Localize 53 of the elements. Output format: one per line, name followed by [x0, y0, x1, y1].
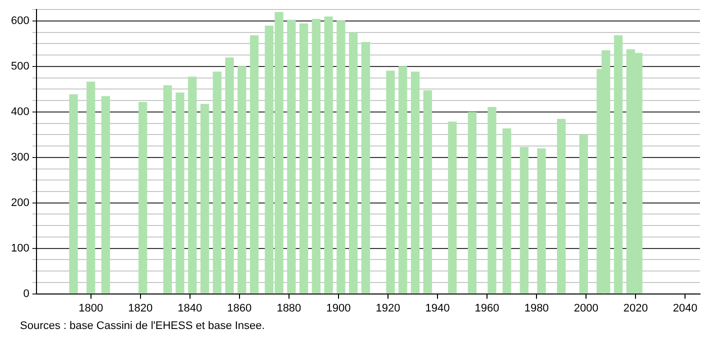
bar [138, 102, 148, 294]
bar [101, 96, 110, 294]
bar [502, 128, 512, 294]
bar [188, 76, 197, 294]
bar [336, 20, 346, 294]
y-tick-label: 0 [23, 288, 30, 300]
bar [250, 35, 259, 294]
y-tick-label: 100 [10, 242, 30, 254]
x-tick-label: 1900 [326, 302, 351, 314]
bar [614, 35, 623, 294]
bar [163, 85, 172, 294]
y-tick-label: 300 [10, 151, 30, 164]
x-tick-label: 1920 [376, 302, 400, 314]
x-tick-label: 1820 [128, 302, 153, 314]
y-tick-label: 600 [10, 15, 30, 27]
x-tick-label: 1800 [78, 302, 104, 314]
x-tick-label: 1960 [474, 302, 500, 314]
x-tick-label: 2000 [574, 302, 598, 314]
bar [287, 20, 296, 294]
bar [448, 122, 457, 294]
bar [238, 66, 246, 294]
bar [212, 72, 222, 294]
bar [468, 112, 477, 294]
x-tick-label: 2020 [623, 302, 648, 314]
x-tick-label: 1840 [178, 302, 202, 314]
bar [361, 42, 370, 294]
bar [520, 147, 529, 294]
bar [299, 23, 308, 294]
bar [537, 148, 546, 294]
bar [69, 94, 78, 294]
bar [200, 104, 210, 294]
bar [176, 92, 184, 294]
bar [410, 72, 420, 294]
y-tick-label: 400 [10, 106, 30, 118]
bar [423, 90, 432, 294]
bar [225, 57, 234, 294]
bar [579, 134, 588, 294]
x-tick-label: 1860 [227, 302, 252, 314]
source-note: Sources : base Cassini de l'EHESS et base Insee. [20, 320, 265, 332]
x-tick-label: 1940 [425, 302, 450, 314]
x-tick-label: 1880 [276, 302, 302, 314]
bar [86, 82, 96, 294]
x-tick-label: 1980 [524, 302, 549, 314]
bar [488, 107, 496, 294]
y-tick-label: 200 [10, 196, 30, 209]
bar [556, 118, 566, 294]
x-tick-label: 2040 [672, 302, 698, 314]
bar [324, 16, 333, 294]
y-tick-label: 500 [10, 60, 30, 72]
bar [312, 18, 321, 294]
bar [386, 70, 395, 294]
bar [398, 66, 408, 294]
bar [348, 32, 358, 294]
